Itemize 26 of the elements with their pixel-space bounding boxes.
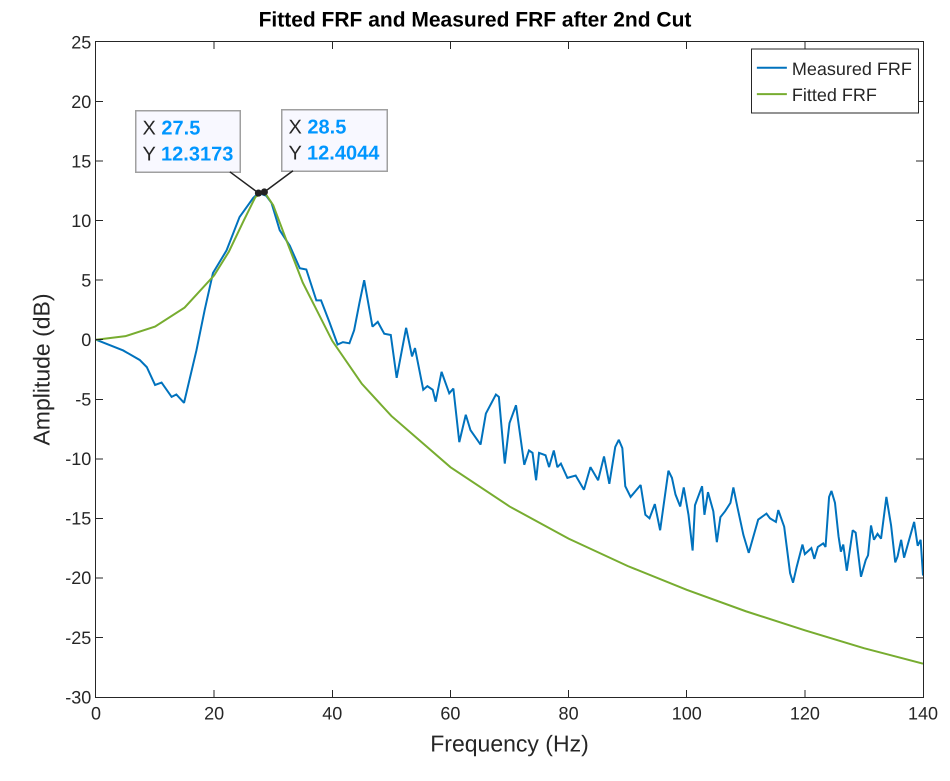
y-tick-label: -10 <box>65 449 92 470</box>
y-tick-label: -15 <box>65 508 92 529</box>
x-tick-label: 100 <box>672 704 702 724</box>
y-tick-label: 25 <box>71 32 92 52</box>
x-tick-label: 120 <box>790 704 820 724</box>
legend-label: Fitted FRF <box>792 85 877 106</box>
x-tick-label: 40 <box>322 704 342 724</box>
y-tick-label: 15 <box>71 151 92 172</box>
x-tick-label: 60 <box>440 704 460 724</box>
x-tick-label: 20 <box>204 704 224 724</box>
y-tick-label: -25 <box>65 628 92 648</box>
y-tick-label: 5 <box>81 270 92 290</box>
x-tick-label: 80 <box>558 704 579 724</box>
x-tick-label: 140 <box>908 704 938 724</box>
y-tick-label: -20 <box>65 568 92 588</box>
y-tick-label: -5 <box>75 390 92 410</box>
y-tick-label: 0 <box>81 330 92 350</box>
y-tick-label: -30 <box>65 687 92 708</box>
y-tick-label: 20 <box>71 92 92 112</box>
annotation: X 27.5 Y 12.3173 <box>142 118 234 166</box>
y-axis-title: Amplitude (dB) <box>28 293 55 446</box>
chart-title: Fitted FRF and Measured FRF after 2nd Cut <box>258 8 692 32</box>
annotation: X 28.5 Y 12.4044 <box>288 116 380 164</box>
x-axis-title: Frequency (Hz) <box>430 730 589 756</box>
legend-label: Measured FRF <box>792 58 912 79</box>
y-tick-label: 10 <box>71 210 92 231</box>
